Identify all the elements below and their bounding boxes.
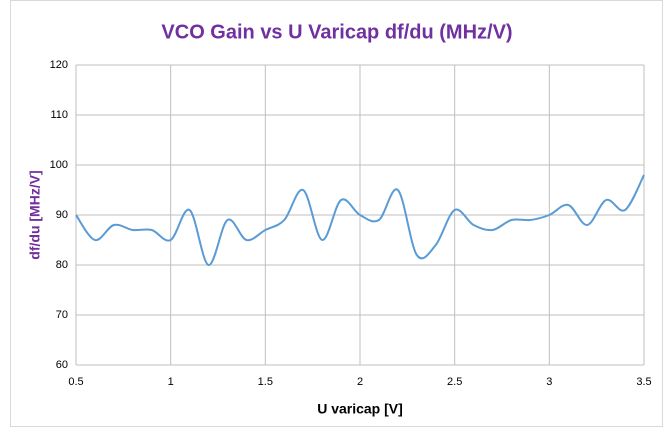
x-tick-label: 2.5 — [447, 376, 462, 388]
x-axis-label: U varicap [V] — [317, 401, 403, 417]
y-tick-label: 120 — [50, 59, 68, 71]
y-tick-label: 90 — [56, 209, 68, 221]
y-tick-label: 100 — [50, 159, 68, 171]
y-tick-label: 60 — [56, 359, 68, 371]
data-line — [75, 174, 645, 267]
x-tick-label: 0.5 — [68, 376, 83, 388]
y-axis-label: df/du [MHz/V] — [27, 170, 43, 259]
chart-frame — [10, 0, 663, 427]
chart-title: VCO Gain vs U Varicap df/du (MHz/V) — [161, 21, 512, 43]
x-tick-label: 1 — [168, 376, 174, 388]
y-tick-label: 80 — [56, 259, 68, 271]
x-tick-label: 3 — [546, 376, 552, 388]
x-tick-label: 1.5 — [258, 376, 273, 388]
y-tick-label: 110 — [50, 109, 68, 121]
x-tick-label: 3.5 — [636, 376, 651, 388]
x-tick-label: 2 — [357, 376, 363, 388]
y-tick-label: 70 — [56, 309, 68, 321]
